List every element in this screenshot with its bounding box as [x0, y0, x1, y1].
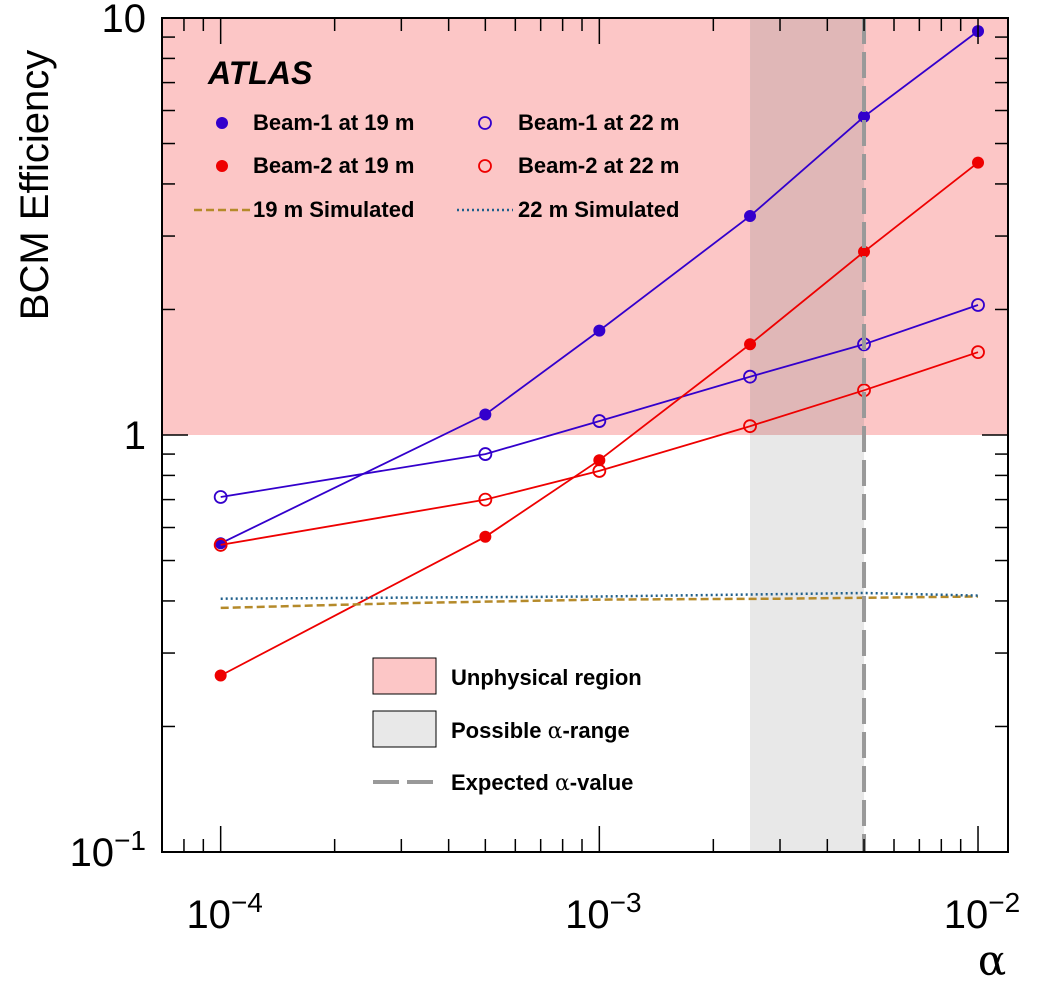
data-point-3-5 — [971, 345, 985, 360]
legend-label-3: Beam-2 at 22 m — [518, 153, 679, 178]
series-layer — [213, 18, 985, 852]
series-line-3 — [220, 351, 979, 546]
legend-label-alpha-range: Possible α-range — [451, 718, 630, 744]
series-line-2 — [220, 161, 979, 677]
data-point-2-1 — [479, 530, 492, 543]
legend-marker-1 — [478, 116, 492, 130]
data-point-0-4 — [858, 110, 871, 123]
data-point-1-1 — [478, 447, 493, 461]
data-point-0-3 — [744, 210, 757, 223]
legend-swatch-alpha-range — [372, 710, 437, 748]
x-axis-title: α — [978, 936, 1006, 985]
data-point-3-0 — [213, 538, 228, 552]
x-tick-label-1: 10−3 — [565, 887, 641, 937]
legend-label-expected: Expected α-value — [451, 770, 633, 796]
legend-marker-0 — [216, 117, 228, 129]
series-line-1 — [220, 304, 979, 498]
data-point-0-2 — [593, 324, 606, 337]
y-tick-label-1: 1 — [124, 414, 146, 458]
y-axis-title: BCM Efficiency — [13, 50, 57, 320]
unphysical-region — [162, 18, 1008, 435]
x-tick-label-2: 10−2 — [944, 887, 1020, 937]
data-point-0-1 — [479, 408, 492, 421]
data-point-1-0 — [213, 490, 228, 504]
data-point-1-3 — [743, 369, 757, 384]
legend-swatch-unphysical — [372, 657, 437, 695]
alpha-range-overlap — [750, 18, 865, 435]
legend-label-0: Beam-1 at 19 m — [253, 110, 414, 135]
legend-marker-3 — [478, 159, 492, 173]
series-line-4 — [220, 595, 979, 610]
legend-bottom: Unphysical region Possible α-range Expecte… — [372, 657, 642, 796]
data-point-1-2 — [592, 414, 607, 428]
y-tick-label-2: 10 — [102, 0, 147, 41]
data-point-3-2 — [592, 464, 607, 478]
legend-label-unphysical: Unphysical region — [451, 665, 642, 690]
data-point-3-1 — [478, 492, 493, 507]
data-point-1-5 — [971, 298, 985, 312]
data-point-2-0 — [214, 669, 227, 682]
data-point-2-2 — [593, 454, 606, 467]
legend-label-4: 19 m Simulated — [253, 197, 414, 222]
x-tick-label-0: 10−4 — [186, 887, 262, 937]
data-point-3-3 — [743, 419, 757, 434]
alpha-range-region — [750, 435, 865, 852]
series-line-5 — [220, 591, 979, 600]
legend-marker-2 — [216, 160, 228, 172]
legend-label-2: Beam-2 at 19 m — [253, 153, 414, 178]
data-point-2-3 — [744, 338, 757, 351]
atlas-label: ATLAS — [207, 55, 313, 91]
data-point-2-4 — [858, 245, 871, 258]
legend-label-5: 22 m Simulated — [518, 197, 679, 222]
series-line-0 — [220, 30, 979, 545]
legend-label-1: Beam-1 at 22 m — [518, 110, 679, 135]
axis-ticks — [161, 17, 1008, 853]
legend-top: Beam-1 at 19 m Beam-1 at 22 m Beam-2 at 19… — [194, 110, 679, 222]
y-tick-label-0: 10−1 — [70, 825, 146, 875]
shaded-regions — [162, 18, 1008, 852]
data-point-2-5 — [972, 156, 985, 169]
